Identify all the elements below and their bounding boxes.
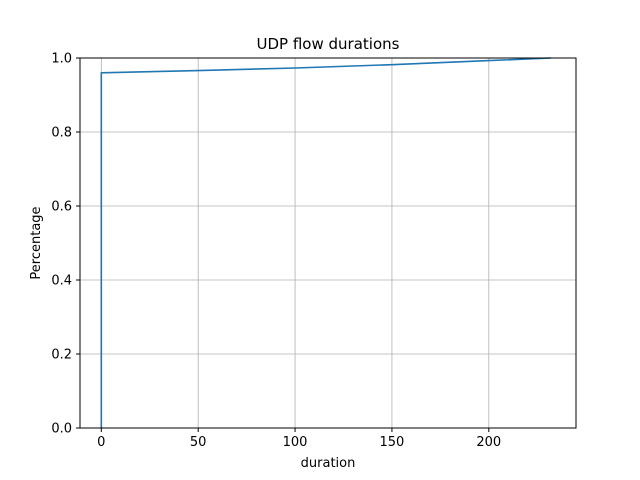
y-axis-label: Percentage	[29, 206, 44, 279]
y-tick-label: 0.4	[51, 274, 72, 289]
x-tick-label: 100	[283, 435, 308, 450]
y-tick-label: 0.2	[51, 348, 72, 363]
x-tick-label: 150	[380, 435, 405, 450]
series-line	[100, 57, 551, 428]
y-axis: 0.0 0.2 0.4 0.6 0.8 1.0	[51, 52, 80, 437]
x-tick-label: 0	[97, 435, 105, 450]
x-axis: 0 50 100 150 200	[97, 428, 501, 450]
y-tick-label: 0.0	[51, 422, 72, 437]
x-tick-label: 50	[190, 435, 207, 450]
y-tick-label: 0.8	[51, 126, 72, 141]
x-tick-label: 200	[476, 435, 501, 450]
y-tick-label: 0.6	[51, 200, 72, 215]
plot-area	[100, 57, 551, 428]
x-axis-label: duration	[301, 456, 356, 471]
y-tick-label: 1.0	[51, 52, 72, 67]
chart-title: UDP flow durations	[257, 35, 400, 53]
axes-frame	[79, 57, 577, 429]
